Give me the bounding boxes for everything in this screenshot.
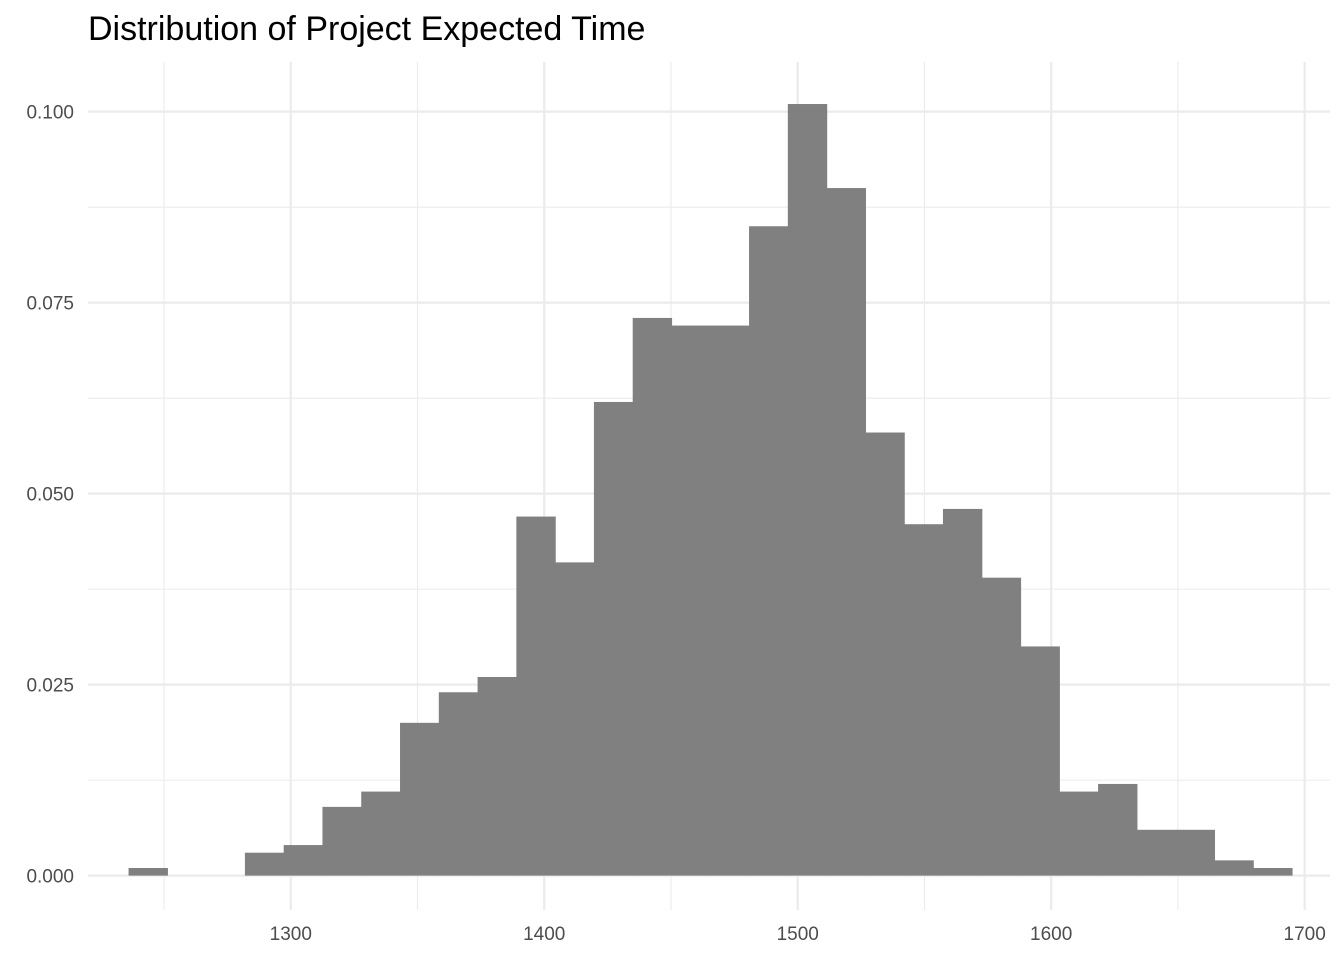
y-tick-label: 0.075 — [26, 294, 74, 315]
histogram-bar — [981, 577, 1022, 876]
histogram-bar — [477, 676, 517, 876]
histogram-bar — [283, 845, 324, 876]
histogram-bar — [787, 104, 828, 876]
x-tick-label: 1700 — [1284, 924, 1326, 945]
histogram-bar — [1136, 829, 1177, 876]
histogram-bars — [128, 104, 1293, 876]
histogram-bar — [865, 432, 905, 876]
histogram-bar — [671, 325, 711, 876]
chart-title: Distribution of Project Expected Time — [88, 10, 645, 48]
x-tick-label: 1600 — [1030, 924, 1072, 945]
histogram-bar — [1214, 860, 1254, 876]
histogram-bar — [593, 401, 634, 876]
histogram-bar — [244, 852, 285, 876]
histogram-bar — [400, 722, 440, 876]
histogram-bar — [322, 806, 362, 876]
y-tick-label: 0.100 — [26, 103, 74, 124]
y-tick-label: 0.000 — [26, 867, 74, 888]
x-axis-tick-labels: 1300 1400 1500 1600 1700 — [270, 924, 1326, 945]
histogram-bar — [555, 562, 595, 876]
histogram-bar — [438, 692, 479, 876]
histogram-bar — [904, 524, 944, 876]
x-tick-label: 1300 — [270, 924, 312, 945]
histogram-bar — [632, 317, 673, 876]
histogram-bar — [516, 516, 556, 876]
histogram-bar — [942, 508, 983, 876]
histogram-bar — [128, 867, 168, 876]
histogram-bar — [710, 325, 750, 876]
histogram-bar — [1020, 646, 1060, 876]
histogram-bar — [749, 226, 789, 876]
histogram-bar — [1059, 791, 1099, 876]
histogram-bar — [1098, 783, 1138, 876]
histogram-bar — [1253, 867, 1293, 876]
y-tick-label: 0.025 — [26, 676, 74, 697]
y-axis-tick-labels: 0.000 0.025 0.050 0.075 0.100 — [26, 103, 74, 888]
y-tick-label: 0.050 — [26, 485, 74, 506]
histogram-bar — [826, 188, 866, 876]
histogram-bar — [361, 791, 401, 876]
x-tick-label: 1400 — [523, 924, 565, 945]
x-tick-label: 1500 — [777, 924, 819, 945]
histogram-bar — [1175, 829, 1216, 876]
